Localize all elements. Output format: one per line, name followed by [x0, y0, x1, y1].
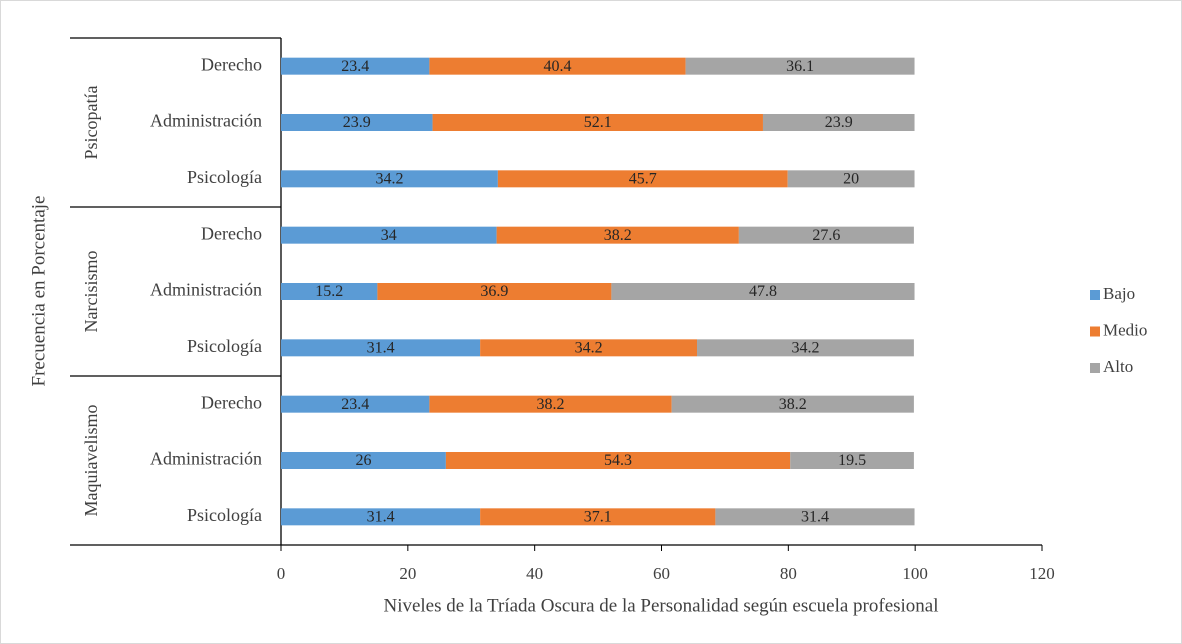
- bar-segment: [281, 452, 446, 469]
- data-label: 34.2: [375, 171, 403, 188]
- data-label: 47.8: [749, 283, 777, 300]
- data-label: 23.4: [341, 396, 369, 413]
- y-tick-label: Psicología: [187, 336, 262, 356]
- bar-segment: [281, 283, 378, 300]
- data-label: 23.4: [341, 58, 369, 75]
- x-tick-label: 20: [399, 564, 416, 583]
- data-label: 31.4: [367, 509, 395, 526]
- legend-label: Bajo: [1103, 284, 1135, 303]
- data-label: 34.2: [791, 340, 819, 357]
- x-tick-label: 40: [526, 564, 543, 583]
- bar-segment: [445, 452, 791, 469]
- bar-segment: [377, 283, 612, 300]
- y-tick-label: Administración: [150, 280, 262, 300]
- x-tick-label: 100: [902, 564, 928, 583]
- legend-swatch: [1090, 363, 1100, 373]
- bar-segment: [281, 170, 498, 188]
- x-tick-label: 80: [780, 564, 797, 583]
- group-label: Maquiavelismo: [81, 405, 101, 517]
- data-label: 31.4: [801, 509, 829, 526]
- bar-segment: [432, 114, 763, 131]
- legend-label: Alto: [1103, 357, 1133, 376]
- data-label: 15.2: [315, 283, 343, 300]
- y-tick-label: Derecho: [201, 54, 262, 74]
- bar-segment: [671, 395, 914, 413]
- legend-swatch: [1090, 326, 1100, 337]
- data-label: 36.9: [480, 283, 508, 300]
- data-label: 26: [355, 452, 371, 469]
- bar-segment: [787, 170, 915, 188]
- data-label: 38.2: [779, 396, 807, 413]
- x-tick-label: 0: [277, 564, 286, 583]
- bar-segment: [762, 114, 915, 131]
- bar-segment: [281, 226, 497, 244]
- data-label: 38.2: [604, 227, 632, 244]
- legend-label: Medio: [1103, 320, 1147, 339]
- bar-segment: [281, 114, 433, 131]
- bar-segment: [281, 57, 430, 75]
- data-label: 45.7: [629, 171, 657, 188]
- bar-segment: [497, 170, 788, 188]
- bar-segment: [697, 339, 914, 357]
- data-label: 20: [843, 171, 859, 188]
- y-tick-label: Administración: [150, 449, 262, 469]
- legend-swatch: [1090, 290, 1100, 300]
- bar-segment: [281, 508, 481, 526]
- data-label: 34: [381, 227, 397, 244]
- bar-segment: [738, 226, 914, 244]
- bar-segment: [685, 57, 915, 75]
- y-tick-label: Psicología: [187, 505, 262, 525]
- y-tick-label: Derecho: [201, 223, 262, 243]
- y-tick-label: Administración: [150, 111, 262, 131]
- data-label: 27.6: [812, 227, 840, 244]
- bar-segment: [611, 283, 915, 300]
- data-label: 19.5: [838, 452, 866, 469]
- group-label: Narcisismo: [81, 251, 101, 333]
- y-tick-label: Psicología: [187, 167, 262, 187]
- data-label: 31.4: [367, 340, 395, 357]
- data-label: 38.2: [537, 396, 565, 413]
- bar-segment: [429, 57, 686, 75]
- bar-segment: [281, 339, 481, 357]
- data-label: 54.3: [604, 452, 632, 469]
- x-tick-label: 120: [1029, 564, 1055, 583]
- bar-segment: [790, 452, 914, 469]
- data-label: 34.2: [575, 340, 603, 357]
- bar-segment: [496, 226, 739, 244]
- bar-segment: [429, 395, 672, 413]
- bar-segment: [715, 508, 915, 526]
- y-axis-title: Frecuencia en Porcentaje: [28, 196, 49, 387]
- data-label: 36.1: [786, 58, 814, 75]
- x-axis-title: Niveles de la Tríada Oscura de la Person…: [383, 595, 938, 616]
- data-label: 40.4: [543, 58, 571, 75]
- y-tick-label: Derecho: [201, 392, 262, 412]
- bar-segment: [281, 395, 430, 413]
- data-label: 23.9: [343, 114, 371, 131]
- data-label: 37.1: [584, 509, 612, 526]
- group-label: Psicopatía: [81, 86, 101, 160]
- x-tick-label: 60: [653, 564, 670, 583]
- bar-segment: [480, 339, 698, 357]
- data-label: 23.9: [825, 114, 853, 131]
- bar-segment: [480, 508, 716, 526]
- data-label: 52.1: [584, 114, 612, 131]
